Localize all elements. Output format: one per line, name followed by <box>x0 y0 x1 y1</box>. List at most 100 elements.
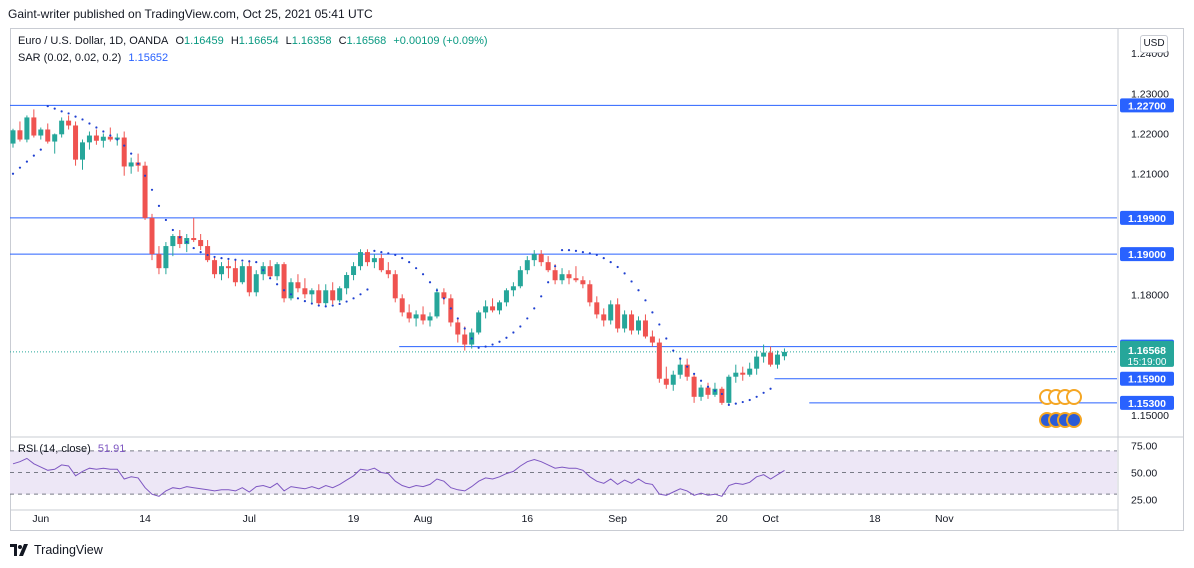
sar-dot <box>463 327 466 330</box>
sar-value: 1.15652 <box>128 52 169 64</box>
tradingview-logo[interactable]: TradingView <box>10 543 103 557</box>
sar-dot <box>206 253 209 257</box>
candle-down <box>392 274 398 299</box>
sar-dot <box>519 325 522 328</box>
time-tick-label: Jul <box>243 513 256 525</box>
candle-down <box>205 246 211 261</box>
candle-down <box>73 125 79 160</box>
time-tick-label: 19 <box>348 513 360 525</box>
candle-down <box>642 320 648 337</box>
sar-dot <box>213 255 216 259</box>
candle-down <box>232 268 238 283</box>
candle-up <box>371 258 377 263</box>
sar-dot <box>581 250 585 254</box>
high-value: 1.16654 <box>238 35 279 47</box>
time-tick-label: Jun <box>32 513 49 525</box>
candle-down <box>649 336 655 343</box>
candle-down <box>740 372 746 375</box>
sar-dot <box>512 331 515 334</box>
candle-up <box>413 314 419 319</box>
sar-dot <box>130 152 133 155</box>
candle-down <box>705 387 711 395</box>
sar-dot <box>296 297 300 300</box>
sar-dot <box>178 236 181 239</box>
sar-dot <box>533 307 536 310</box>
us-event-icon[interactable] <box>1066 389 1082 405</box>
price-level-badge <box>1120 247 1174 262</box>
time-tick-label: 18 <box>869 513 881 525</box>
candle-down <box>538 254 544 263</box>
sar-dot <box>588 252 591 255</box>
last-price-label: 1.16568 <box>1128 345 1166 357</box>
chart-frame[interactable] <box>10 28 1184 531</box>
sar-dot <box>171 228 174 232</box>
candle-up <box>239 266 245 283</box>
symbol-label[interactable]: Euro / U.S. Dollar, 1D, OANDA <box>18 35 169 47</box>
rsi-line[interactable] <box>12 457 785 497</box>
sar-dot <box>18 166 22 169</box>
candle-down <box>545 262 551 271</box>
price-level-badge <box>1120 371 1174 386</box>
sar-dot <box>116 138 119 141</box>
candle-down <box>295 282 301 289</box>
sar-dot <box>428 281 432 284</box>
sar-label[interactable]: SAR (0.02, 0.02, 0.2) <box>18 52 122 64</box>
candle-down <box>316 290 322 304</box>
sar-dot <box>616 265 619 269</box>
rsi-label[interactable]: RSI (14, close) <box>18 443 91 455</box>
candle-up <box>531 254 537 261</box>
candle-up <box>608 304 614 321</box>
candle-up <box>288 282 294 299</box>
candle-up <box>100 136 106 141</box>
candle-up <box>170 236 176 247</box>
candle-up <box>344 275 350 289</box>
candle-down <box>31 117 37 136</box>
sar-dot <box>95 126 98 129</box>
sar-dot <box>651 311 654 314</box>
sar-dot <box>637 289 640 292</box>
price-level-badge <box>1120 210 1174 225</box>
sar-dot <box>741 400 744 404</box>
rsi-tick-label: 25.00 <box>1131 495 1157 507</box>
candle-down <box>663 378 669 385</box>
sar-dot <box>727 403 730 406</box>
candle-down <box>66 120 72 126</box>
price-level-label: 1.19900 <box>1128 213 1166 225</box>
ohlc-legend: Euro / U.S. Dollar, 1D, OANDA O1.16459 H… <box>18 35 492 47</box>
price-tick-label: 1.22000 <box>1131 129 1169 141</box>
candle-up <box>497 302 502 311</box>
sar-dot <box>491 343 494 346</box>
high-label: H <box>230 35 239 47</box>
candle-down <box>191 238 197 241</box>
tradingview-brand: TradingView <box>34 543 103 557</box>
sar-dot <box>39 148 42 151</box>
candle-up <box>38 129 44 136</box>
sar-dot <box>123 144 126 147</box>
sar-dot <box>630 280 633 283</box>
time-tick-label: 16 <box>521 513 533 525</box>
time-tick-label: Nov <box>935 513 954 525</box>
sar-dot <box>88 122 91 125</box>
sar-dot <box>25 160 28 163</box>
candle-down <box>45 129 51 142</box>
sar-dot <box>150 188 154 191</box>
sar-dot <box>421 273 425 276</box>
rsi-legend: RSI (14, close) 51.91 <box>18 443 129 455</box>
sar-dot <box>609 261 612 264</box>
sar-dot <box>387 252 390 255</box>
candle-down <box>177 236 183 245</box>
candle-up <box>622 314 628 329</box>
candle-up <box>726 376 732 403</box>
candle-down <box>302 288 308 295</box>
candle-up <box>86 135 92 143</box>
currency-button[interactable]: USD <box>1140 35 1168 53</box>
sar-dot <box>248 260 251 263</box>
sar-dot <box>352 297 355 300</box>
sar-dot <box>554 265 557 268</box>
candle-down <box>17 130 23 140</box>
candle-down <box>587 284 593 303</box>
sar-dot <box>769 387 772 390</box>
eu-event-icon[interactable] <box>1066 412 1082 428</box>
candle-down <box>684 364 690 377</box>
